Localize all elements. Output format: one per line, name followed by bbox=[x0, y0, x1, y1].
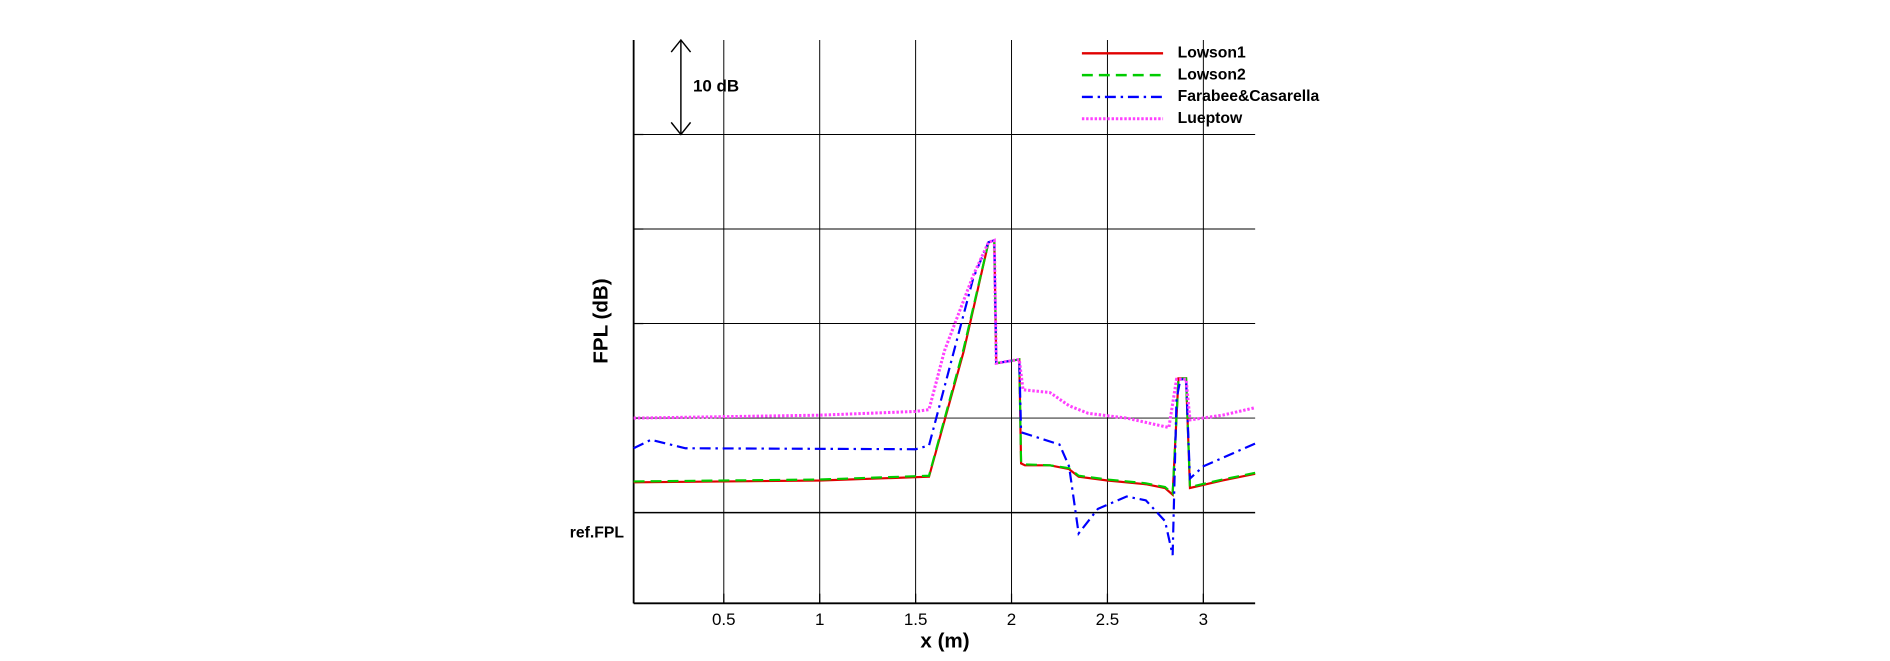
y-tick-label: ref.FPL bbox=[570, 524, 625, 541]
x-tick-label: 3 bbox=[1199, 610, 1208, 629]
y-axis-label: FPL (dB) bbox=[590, 278, 613, 363]
legend-label: Lowson2 bbox=[1178, 66, 1246, 83]
series-line bbox=[633, 238, 1256, 497]
legend-label: Lowson1 bbox=[1178, 44, 1246, 61]
scale-label: 10 dB bbox=[693, 77, 739, 96]
x-tick-label: 2.5 bbox=[1096, 610, 1120, 629]
series-line bbox=[633, 238, 1256, 430]
x-tick-label: 1.5 bbox=[904, 610, 928, 629]
series-line bbox=[633, 238, 1256, 496]
x-tick-label: 0.5 bbox=[712, 610, 736, 629]
x-tick-label: 1 bbox=[815, 610, 824, 629]
scale-arrow bbox=[670, 38, 692, 136]
x-axis-label: x (m) bbox=[920, 630, 969, 653]
x-tick-label: 2 bbox=[1007, 610, 1016, 629]
series-line bbox=[633, 238, 1256, 556]
legend-label: Lueptow bbox=[1178, 110, 1243, 127]
legend-label: Farabee&Casarella bbox=[1178, 88, 1320, 105]
